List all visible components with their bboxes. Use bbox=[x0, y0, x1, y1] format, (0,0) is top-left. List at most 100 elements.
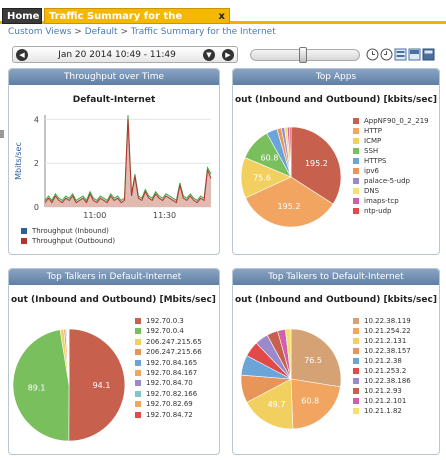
time-dropdown-icon[interactable]: ▼ bbox=[203, 49, 215, 61]
tab-home[interactable]: Home bbox=[2, 8, 42, 24]
pie-data-label: 89.1 bbox=[28, 384, 46, 393]
legend-label: 10.22.38.119 bbox=[364, 317, 411, 325]
legend-label: 10.21.253.2 bbox=[364, 367, 407, 375]
breadcrumb-default[interactable]: Default bbox=[84, 27, 118, 37]
layout-grid-icon[interactable] bbox=[394, 48, 407, 61]
legend-outbound: Throughput (Outbound) bbox=[21, 237, 115, 247]
legend-item: 10.21.2.101 bbox=[353, 397, 406, 407]
legend-swatch bbox=[135, 380, 141, 387]
tab-traffic-summary[interactable]: Traffic Summary for the Internet x bbox=[44, 8, 230, 38]
legend-item: DNS bbox=[353, 187, 379, 197]
pie-slice bbox=[289, 126, 292, 178]
legend-swatch bbox=[353, 348, 359, 354]
throughput-panel-header: Throughput over Time bbox=[9, 69, 219, 85]
legend-swatch bbox=[135, 328, 141, 335]
layout-rows-icon[interactable] bbox=[408, 48, 421, 61]
legend-item: AppNF90_0_2_219 bbox=[353, 117, 429, 127]
pie-slice bbox=[246, 378, 294, 430]
time-range-bar[interactable]: ◀ Jan 20 2014 10:49 - 11:49 ▼ ▶ bbox=[12, 46, 238, 63]
tab-traffic-summary-label: Traffic Summary for the Internet bbox=[49, 11, 183, 38]
pie-data-label: 195.2 bbox=[305, 159, 328, 168]
legend-label: 192.70.84.72 bbox=[146, 410, 193, 419]
legend-swatch bbox=[353, 168, 359, 174]
top-talkers-in-panel: Top Talkers in Default-Internet out (Inb… bbox=[8, 268, 220, 455]
legend-item: 192.70.84.72 bbox=[135, 411, 193, 421]
time-slider-thumb[interactable] bbox=[299, 47, 307, 63]
legend-item: 10.22.38.157 bbox=[353, 347, 411, 357]
throughput-panel: Throughput over Time Default-Internet 0 2… bbox=[8, 68, 220, 255]
legend-label: 10.22.38.157 bbox=[364, 347, 411, 355]
legend-swatch bbox=[353, 408, 359, 414]
pie-data-label: 60.8 bbox=[301, 397, 319, 406]
top-talkers-in-panel-header: Top Talkers in Default-Internet bbox=[9, 269, 219, 285]
legend-item: 206.247.215.65 bbox=[135, 338, 202, 348]
top-apps-pie: 195.2 195.2 75.6 60.8 bbox=[240, 126, 342, 228]
legend-item: 10.21.2.38 bbox=[353, 357, 402, 367]
legend-swatch bbox=[135, 401, 141, 408]
throughput-chart-title: Default-Internet bbox=[72, 95, 156, 105]
legend-swatch bbox=[353, 208, 359, 214]
y-tick-label: 0 bbox=[34, 203, 39, 212]
top-apps-chart-title: out (Inbound and Outbound) [kbits/sec] bbox=[235, 95, 437, 105]
legend-label: 192.70.84.70 bbox=[146, 379, 193, 388]
layout-columns-icon[interactable] bbox=[422, 48, 435, 61]
clock-settings-icon[interactable] bbox=[380, 48, 393, 61]
legend-label: DNS bbox=[364, 187, 380, 195]
legend-label: 192.70.82.69 bbox=[146, 400, 193, 409]
legend-label: ICMP bbox=[364, 137, 382, 145]
top-talkers-to-panel: Top Talkers to Default-Internet out (Inb… bbox=[232, 268, 440, 455]
breadcrumb-custom-views[interactable]: Custom Views bbox=[8, 27, 72, 37]
legend-item: 10.21.1.82 bbox=[353, 407, 402, 417]
collapse-handle[interactable] bbox=[0, 130, 4, 138]
pie-data-label: 195.2 bbox=[278, 202, 301, 211]
legend-item: 10.21.254.22 bbox=[353, 327, 411, 337]
legend-label: ntp-udp bbox=[364, 207, 392, 215]
legend-label: ipv6 bbox=[364, 167, 379, 175]
legend-item: 192.70.0.3 bbox=[135, 317, 184, 327]
legend-swatch bbox=[135, 370, 141, 376]
legend-label: 10.21.2.38 bbox=[364, 357, 402, 365]
breadcrumb: Custom Views > Default > Traffic Summary… bbox=[8, 27, 276, 37]
series-line-0 bbox=[44, 114, 212, 202]
legend-label: 10.21.2.131 bbox=[364, 337, 407, 345]
legend-swatch bbox=[353, 118, 359, 124]
breadcrumb-separator: > bbox=[74, 27, 82, 37]
legend-swatch bbox=[353, 198, 359, 204]
legend-item: ipv6 bbox=[353, 167, 379, 177]
legend-item: 192.70.82.166 bbox=[135, 390, 197, 400]
legend-swatch bbox=[353, 338, 359, 344]
legend-item: SSH bbox=[353, 147, 378, 157]
legend-label: 206.247.215.65 bbox=[146, 337, 202, 346]
legend-label: 10.21.1.82 bbox=[364, 407, 402, 415]
top-talkers-to-chart-title: out (Inbound and Outbound) [kbits/sec] bbox=[235, 295, 437, 305]
legend-item: HTTP bbox=[353, 127, 382, 137]
legend-swatch bbox=[353, 318, 359, 324]
legend-item: 206.247.215.66 bbox=[135, 348, 202, 358]
legend-swatch bbox=[135, 318, 141, 324]
pie-slice bbox=[290, 378, 341, 430]
legend-item: imaps-tcp bbox=[353, 197, 399, 207]
throughput-chart: 0 2 4 11:00 11:30 Mbits/sec bbox=[14, 114, 212, 219]
legend-swatch bbox=[353, 378, 359, 384]
legend-item: 192.70.82.69 bbox=[135, 400, 193, 410]
legend-item: palace-5-udp bbox=[353, 177, 410, 187]
legend-label: palace-5-udp bbox=[364, 177, 410, 185]
close-icon[interactable]: x bbox=[218, 11, 225, 22]
legend-label: 192.70.82.166 bbox=[146, 389, 198, 398]
top-talkers-in-chart-title: out (Inbound and Outbound) [Mbits/sec] bbox=[11, 295, 216, 305]
breadcrumb-traffic-summary[interactable]: Traffic Summary for the Internet bbox=[130, 27, 276, 37]
tab-bar: Home Traffic Summary for the Internet x bbox=[0, 0, 446, 38]
top-talkers-in-pie: 94.1 89.1 bbox=[12, 328, 126, 442]
pie-slice bbox=[245, 176, 334, 228]
legend-swatch bbox=[135, 390, 141, 397]
prev-time-icon[interactable]: ◀ bbox=[16, 49, 28, 61]
legend-item: 192.70.84.167 bbox=[135, 369, 197, 379]
pie-data-label: 60.8 bbox=[260, 154, 278, 163]
legend-swatch bbox=[353, 358, 359, 364]
clock-icon[interactable] bbox=[366, 48, 379, 61]
time-range-label: Jan 20 2014 10:49 - 11:49 bbox=[58, 50, 176, 60]
next-time-icon[interactable]: ▶ bbox=[222, 49, 234, 61]
time-slider[interactable] bbox=[250, 47, 360, 63]
legend-swatch bbox=[353, 138, 359, 144]
legend-label: HTTPS bbox=[364, 157, 387, 165]
